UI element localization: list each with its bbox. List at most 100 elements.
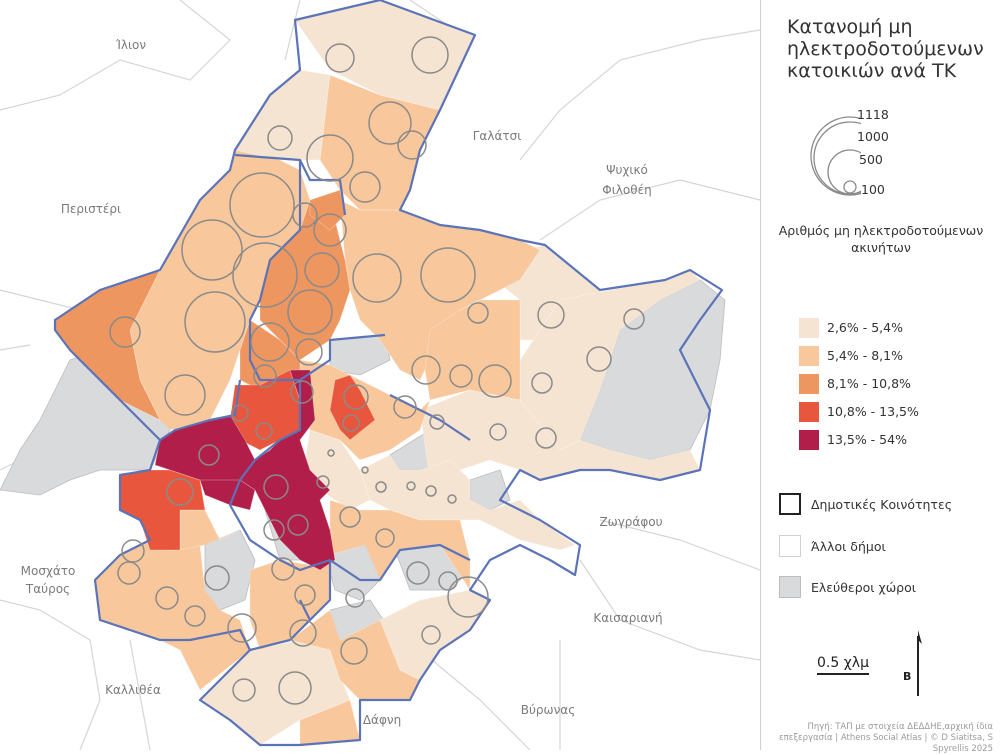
bubble-symbol — [327, 449, 335, 457]
label-zografou: Ζωγράφου — [599, 515, 662, 529]
bubble-symbol — [271, 557, 295, 581]
bubble-symbol — [267, 125, 293, 151]
bubble-symbol — [313, 213, 347, 247]
bubble-symbol — [339, 506, 361, 528]
bubble-symbol — [406, 481, 416, 491]
bubble-symbol — [289, 619, 317, 647]
bubble-symbol — [406, 561, 430, 585]
bubble-symbol — [232, 242, 298, 308]
label-tavros: Ταύρος — [25, 582, 70, 596]
legend-swatch — [799, 318, 819, 338]
bubble-symbol — [109, 316, 141, 348]
label-galatsi: Γαλάτσι — [473, 129, 522, 143]
bubble-symbol — [411, 355, 441, 385]
bubble-symbol — [184, 605, 206, 627]
bubble-symbol — [531, 372, 553, 394]
label-dafni: Δάφνη — [363, 713, 401, 727]
bubble-symbol — [375, 528, 395, 548]
bubble-symbol — [535, 427, 557, 449]
bubble-symbol — [537, 301, 565, 329]
legend-class-4: 10,8% - 13,5% — [799, 402, 919, 422]
bubble-symbol — [478, 364, 512, 398]
legend-class-5: 13,5% - 54% — [799, 430, 907, 450]
legend-class-2: 5,4% - 8,1% — [799, 346, 903, 366]
legend-class-label: 8,1% - 10,8% — [827, 376, 911, 391]
bubble-symbol — [447, 576, 489, 618]
bubble-symbol — [227, 613, 257, 643]
bubble-symbol — [263, 474, 289, 500]
bubble-value-100: 100 — [861, 182, 885, 197]
legend-communities: Δημοτικές Κοινότητες — [779, 493, 952, 517]
bubble-symbol — [429, 414, 445, 430]
legend-swatch — [799, 346, 819, 366]
bubble-symbol — [447, 494, 457, 504]
legend-box — [779, 576, 801, 598]
bubble-symbol — [467, 302, 489, 324]
municipality-labels: Ίλιον Γαλάτσι Περιστέρι Ψυχικό Φιλοθέη Ζ… — [21, 38, 663, 727]
bubble-symbol — [229, 172, 295, 238]
bubble-symbol — [343, 384, 369, 410]
legend-swatch — [799, 430, 819, 450]
bubble-symbol — [117, 561, 141, 585]
bubble-symbol — [231, 404, 249, 422]
bubble-symbol — [421, 625, 441, 645]
north-arrow-icon — [917, 630, 922, 696]
bubble-symbol — [368, 101, 412, 145]
bubble-symbol — [397, 130, 427, 160]
bubble-symbol — [345, 588, 365, 608]
bubble-symbol — [292, 202, 318, 228]
north-arrow-label: Β — [903, 670, 912, 683]
bubble-symbol — [325, 43, 355, 73]
bubble-value-500: 500 — [859, 152, 883, 167]
bubble-symbol — [361, 466, 369, 474]
bubble-value-1118: 1118 — [857, 107, 889, 122]
bubble-symbol — [304, 252, 340, 288]
bubble-value-1000: 1000 — [857, 129, 889, 144]
legend-swatch — [799, 374, 819, 394]
bubble-symbol — [375, 481, 387, 493]
bubble-symbol — [340, 637, 368, 665]
legend-swatch — [799, 402, 819, 422]
bubble-symbol — [352, 253, 402, 303]
label-kaisariani: Καισαριανή — [593, 611, 662, 625]
legend-class-label: 5,4% - 8,1% — [827, 348, 903, 363]
bubble-symbol — [290, 380, 314, 404]
map-legend: Κατανομή μη ηλεκτροδοτούμενων κατοικιών … — [760, 0, 1000, 754]
legend-class-1: 2,6% - 5,4% — [799, 318, 903, 338]
bubble-symbol — [393, 395, 417, 419]
bubble-symbol — [586, 346, 612, 372]
bubble-symbol — [342, 414, 360, 432]
bubble-symbols — [109, 36, 645, 705]
bubble-symbol — [166, 478, 194, 506]
scale-bar-line — [817, 673, 869, 675]
label-peristeri: Περιστέρι — [61, 202, 121, 216]
bubble-symbol — [294, 584, 316, 606]
community-borders — [53, 0, 724, 747]
label-psychiko: Ψυχικό — [606, 163, 648, 177]
bubble-symbol — [263, 519, 285, 541]
legend-box-label: Δημοτικές Κοινότητες — [811, 497, 953, 512]
bubble-symbol — [155, 586, 179, 610]
bubble-size-legend — [810, 116, 861, 196]
bubble-symbol — [316, 475, 330, 489]
other-municipality-boundaries — [0, 0, 760, 750]
scale-bar: 0.5 χλμ — [817, 655, 869, 675]
bubble-symbol — [278, 671, 312, 705]
choropleth-polygons — [54, 0, 701, 746]
legend-box — [779, 535, 801, 557]
bubble-symbol — [287, 289, 333, 335]
bubble-symbol — [411, 36, 449, 74]
bubble-symbol — [198, 444, 220, 466]
bubble-symbol — [287, 514, 309, 536]
bubble-symbol — [449, 364, 473, 388]
bubble-symbol — [438, 571, 458, 591]
bubble-symbol — [184, 291, 246, 353]
legend-class-3: 8,1% - 10,8% — [799, 374, 911, 394]
source-credit: Πηγή: ΤΑΠ με στοιχεία ΔΕΔΔΗΕ,αρχική ίδια… — [779, 722, 993, 754]
label-kallithea: Καλλιθέα — [105, 683, 161, 697]
legend-box-label: Άλλοι δήμοι — [811, 539, 886, 554]
bubble-symbol — [425, 485, 437, 497]
legend-class-label: 13,5% - 54% — [827, 432, 907, 447]
legend-other-municipalities: Άλλοι δήμοι — [779, 535, 886, 559]
bubble-symbol — [489, 423, 507, 441]
